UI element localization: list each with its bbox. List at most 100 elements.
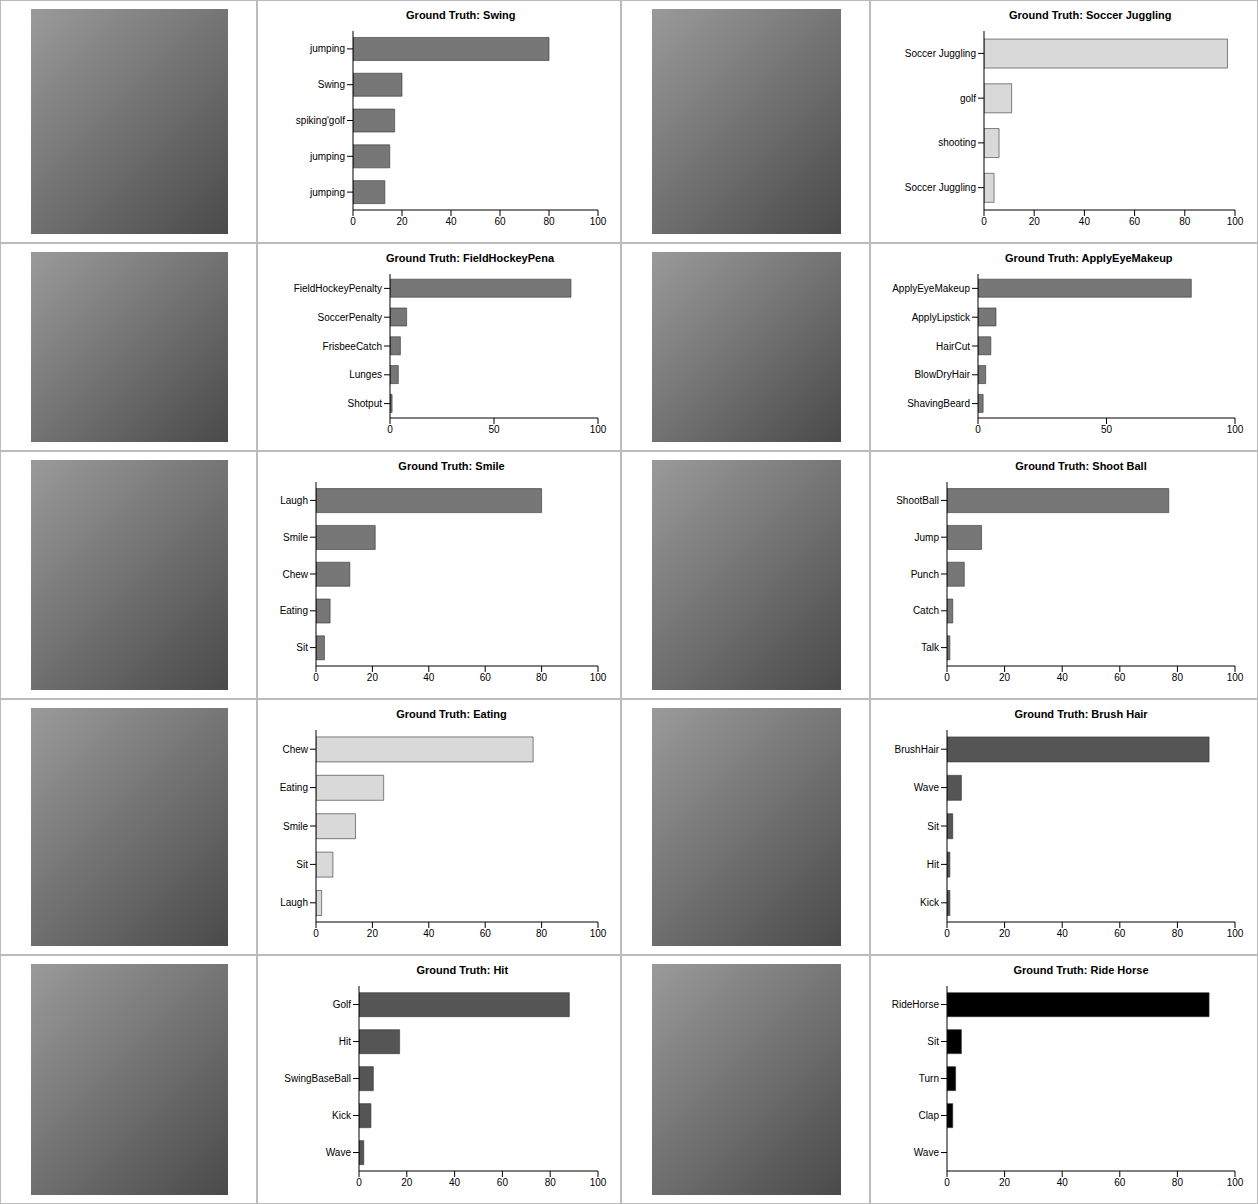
svg-text:40: 40 bbox=[423, 672, 435, 683]
svg-text:Wave: Wave bbox=[914, 1147, 940, 1158]
svg-text:Chew: Chew bbox=[282, 744, 308, 755]
svg-text:ShootBall: ShootBall bbox=[896, 495, 939, 506]
svg-text:0: 0 bbox=[313, 672, 319, 683]
svg-text:60: 60 bbox=[1129, 216, 1141, 227]
svg-text:100: 100 bbox=[590, 216, 607, 227]
svg-text:Shotput: Shotput bbox=[348, 398, 383, 409]
svg-text:80: 80 bbox=[543, 216, 555, 227]
svg-text:100: 100 bbox=[590, 1177, 607, 1188]
svg-text:100: 100 bbox=[590, 928, 607, 939]
svg-text:Sit: Sit bbox=[296, 859, 308, 870]
svg-text:Wave: Wave bbox=[914, 782, 940, 793]
svg-text:20: 20 bbox=[367, 672, 379, 683]
svg-text:0: 0 bbox=[975, 424, 981, 435]
svg-text:20: 20 bbox=[1029, 216, 1041, 227]
svg-text:100: 100 bbox=[590, 424, 607, 435]
svg-text:20: 20 bbox=[999, 672, 1011, 683]
svg-text:Lunges: Lunges bbox=[349, 369, 382, 380]
svg-text:40: 40 bbox=[1079, 216, 1091, 227]
svg-text:60: 60 bbox=[1114, 928, 1126, 939]
svg-text:Sit: Sit bbox=[927, 1036, 939, 1047]
svg-text:BrushHair: BrushHair bbox=[895, 744, 940, 755]
svg-text:Kick: Kick bbox=[920, 897, 940, 908]
svg-text:0: 0 bbox=[944, 928, 950, 939]
svg-text:ApplyLipstick: ApplyLipstick bbox=[912, 312, 971, 323]
svg-text:40: 40 bbox=[449, 1177, 461, 1188]
svg-text:Soccer Juggling: Soccer Juggling bbox=[905, 48, 976, 59]
svg-text:shooting: shooting bbox=[938, 137, 976, 148]
svg-text:20: 20 bbox=[999, 928, 1011, 939]
svg-text:0: 0 bbox=[944, 672, 950, 683]
svg-text:Eating: Eating bbox=[280, 782, 308, 793]
svg-text:jumping: jumping bbox=[309, 187, 345, 198]
svg-text:spiking'golf: spiking'golf bbox=[296, 115, 345, 126]
svg-text:0: 0 bbox=[387, 424, 393, 435]
svg-text:40: 40 bbox=[423, 928, 435, 939]
svg-text:Smile: Smile bbox=[283, 821, 308, 832]
svg-text:100: 100 bbox=[1227, 928, 1244, 939]
svg-text:Soccer Juggling: Soccer Juggling bbox=[905, 182, 976, 193]
svg-text:RideHorse: RideHorse bbox=[892, 999, 940, 1010]
svg-text:20: 20 bbox=[999, 1177, 1011, 1188]
svg-text:Catch: Catch bbox=[913, 605, 939, 616]
svg-text:40: 40 bbox=[445, 216, 457, 227]
svg-text:golf: golf bbox=[960, 93, 976, 104]
svg-text:Talk: Talk bbox=[921, 642, 940, 653]
svg-text:80: 80 bbox=[536, 928, 548, 939]
svg-text:jumping: jumping bbox=[309, 43, 345, 54]
svg-text:Sit: Sit bbox=[296, 642, 308, 653]
svg-text:20: 20 bbox=[367, 928, 379, 939]
svg-text:20: 20 bbox=[396, 216, 408, 227]
svg-text:Chew: Chew bbox=[282, 569, 308, 580]
svg-text:40: 40 bbox=[1057, 1177, 1069, 1188]
svg-text:FieldHockeyPenalty: FieldHockeyPenalty bbox=[294, 283, 382, 294]
svg-text:Laugh: Laugh bbox=[280, 495, 308, 506]
svg-text:0: 0 bbox=[350, 216, 356, 227]
svg-text:60: 60 bbox=[480, 672, 492, 683]
svg-text:jumping: jumping bbox=[309, 151, 345, 162]
svg-text:FrisbeeCatch: FrisbeeCatch bbox=[323, 341, 382, 352]
svg-text:Jump: Jump bbox=[915, 532, 940, 543]
svg-text:60: 60 bbox=[1114, 1177, 1126, 1188]
svg-text:100: 100 bbox=[1227, 424, 1244, 435]
svg-text:Golf: Golf bbox=[333, 999, 352, 1010]
svg-text:60: 60 bbox=[494, 216, 506, 227]
svg-text:20: 20 bbox=[401, 1177, 413, 1188]
svg-text:SoccerPenalty: SoccerPenalty bbox=[318, 312, 382, 323]
svg-text:Turn: Turn bbox=[919, 1073, 939, 1084]
svg-text:Hit: Hit bbox=[927, 859, 939, 870]
svg-text:Swing: Swing bbox=[318, 79, 345, 90]
svg-text:60: 60 bbox=[1114, 672, 1126, 683]
svg-text:80: 80 bbox=[1172, 928, 1184, 939]
svg-text:60: 60 bbox=[480, 928, 492, 939]
svg-text:50: 50 bbox=[488, 424, 500, 435]
svg-text:Smile: Smile bbox=[283, 532, 308, 543]
svg-text:BlowDryHair: BlowDryHair bbox=[914, 369, 970, 380]
svg-text:Kick: Kick bbox=[332, 1110, 352, 1121]
svg-text:0: 0 bbox=[356, 1177, 362, 1188]
svg-text:80: 80 bbox=[545, 1177, 557, 1188]
svg-text:ApplyEyeMakeup: ApplyEyeMakeup bbox=[892, 283, 970, 294]
svg-text:0: 0 bbox=[313, 928, 319, 939]
svg-text:80: 80 bbox=[1172, 1177, 1184, 1188]
svg-text:40: 40 bbox=[1057, 672, 1069, 683]
svg-text:0: 0 bbox=[981, 216, 987, 227]
svg-text:100: 100 bbox=[1227, 1177, 1244, 1188]
svg-text:SwingBaseBall: SwingBaseBall bbox=[284, 1073, 351, 1084]
svg-text:Wave: Wave bbox=[326, 1147, 352, 1158]
svg-text:60: 60 bbox=[497, 1177, 509, 1188]
svg-text:80: 80 bbox=[1172, 672, 1184, 683]
svg-text:Sit: Sit bbox=[927, 821, 939, 832]
svg-text:HairCut: HairCut bbox=[936, 341, 970, 352]
svg-text:40: 40 bbox=[1057, 928, 1069, 939]
svg-text:100: 100 bbox=[1227, 216, 1244, 227]
svg-text:Eating: Eating bbox=[280, 605, 308, 616]
svg-text:Hit: Hit bbox=[339, 1036, 351, 1047]
svg-text:50: 50 bbox=[1101, 424, 1113, 435]
svg-text:80: 80 bbox=[1179, 216, 1191, 227]
svg-text:Punch: Punch bbox=[911, 569, 939, 580]
svg-text:80: 80 bbox=[536, 672, 548, 683]
svg-text:Laugh: Laugh bbox=[280, 897, 308, 908]
svg-text:Clap: Clap bbox=[918, 1110, 939, 1121]
svg-text:100: 100 bbox=[1227, 672, 1244, 683]
